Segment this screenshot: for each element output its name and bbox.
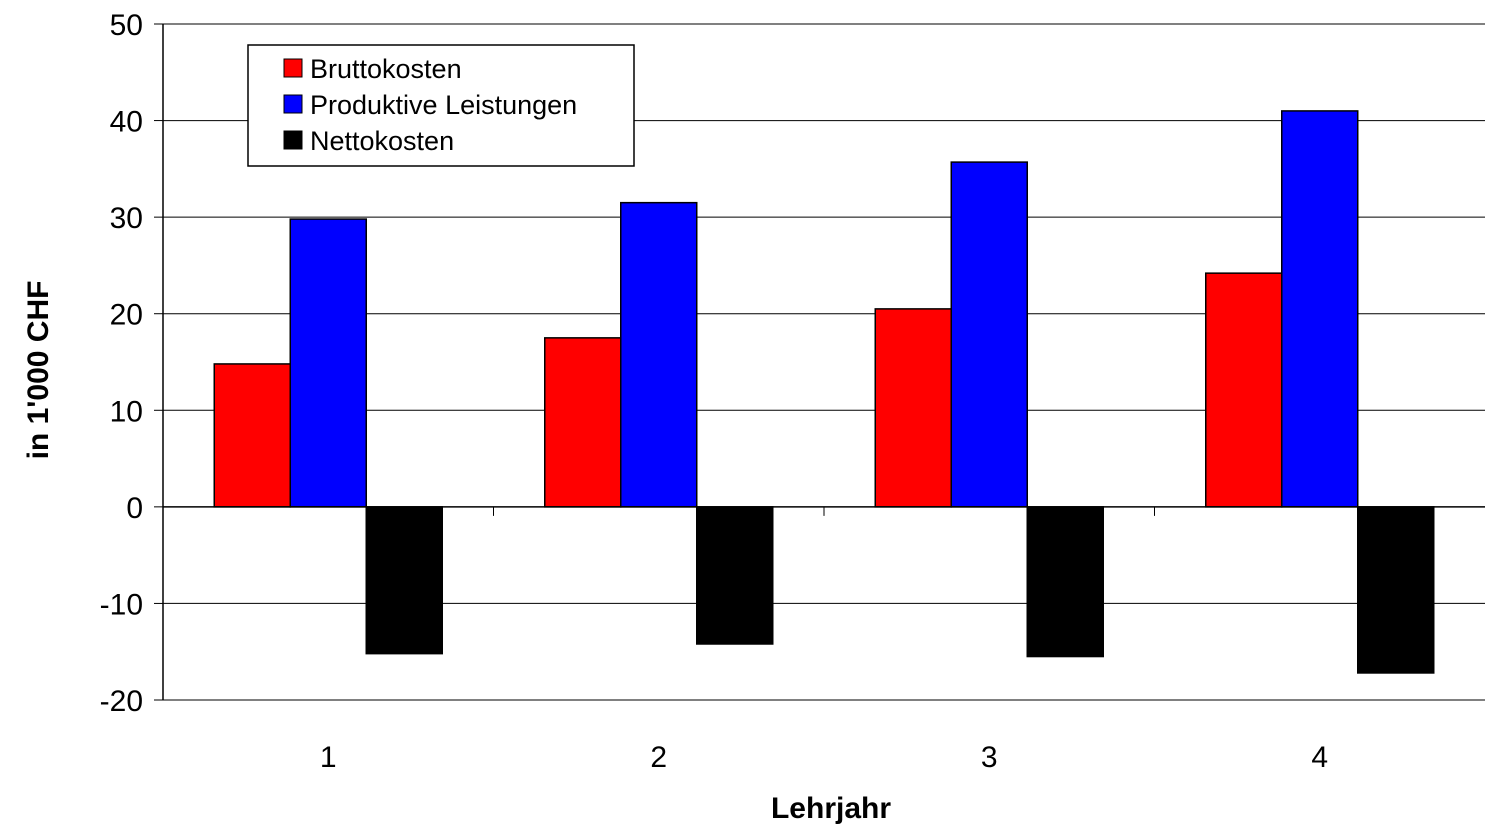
legend-swatch <box>283 94 303 114</box>
y-tick-label: -20 <box>100 685 143 718</box>
legend-label: Produktive Leistungen <box>310 90 577 120</box>
bar-nettokosten-2 <box>696 506 774 645</box>
y-tick-label: -10 <box>100 588 143 621</box>
y-tick-label: 20 <box>110 299 143 332</box>
y-tick-label: 0 <box>126 492 143 525</box>
bar-produktive-leistungen-1 <box>289 218 367 508</box>
legend-swatch <box>283 130 303 150</box>
bar-produktive-leistungen-4 <box>1281 110 1359 508</box>
bar-produktive-leistungen-3 <box>950 161 1028 508</box>
bar-produktive-leistungen-2 <box>620 201 698 508</box>
y-tick-label: 40 <box>110 106 143 139</box>
bar-bruttokosten-3 <box>874 308 952 508</box>
bar-nettokosten-4 <box>1357 506 1435 674</box>
y-axis-title: in 1'000 CHF <box>22 281 55 460</box>
x-tick-label: 3 <box>981 741 998 774</box>
bar-bruttokosten-2 <box>544 337 622 508</box>
y-tick-label: 10 <box>110 395 143 428</box>
x-tick-label: 4 <box>1311 741 1328 774</box>
bar-bruttokosten-1 <box>213 363 291 508</box>
y-tick-label: 30 <box>110 202 143 235</box>
legend-swatch <box>283 58 303 78</box>
y-tick-labels: -20 -10 0 10 20 30 40 50 <box>100 9 143 718</box>
axes <box>154 23 1485 701</box>
legend-box <box>247 44 635 167</box>
bar-bruttokosten-4 <box>1205 272 1283 508</box>
legend-label: Nettokosten <box>310 126 454 156</box>
x-tick-label: 1 <box>320 741 337 774</box>
y-tick-label: 50 <box>110 9 143 42</box>
legend: Bruttokosten Produktive Leistungen Nettoko… <box>247 44 635 167</box>
bar-nettokosten-1 <box>365 506 443 655</box>
bar-nettokosten-3 <box>1026 506 1104 658</box>
x-axis-title: Lehrjahr <box>771 792 891 825</box>
x-tick-label: 2 <box>650 741 667 774</box>
x-tick-labels: 1 2 3 4 <box>320 741 1328 774</box>
legend-label: Bruttokosten <box>310 54 462 84</box>
bars <box>213 110 1435 674</box>
